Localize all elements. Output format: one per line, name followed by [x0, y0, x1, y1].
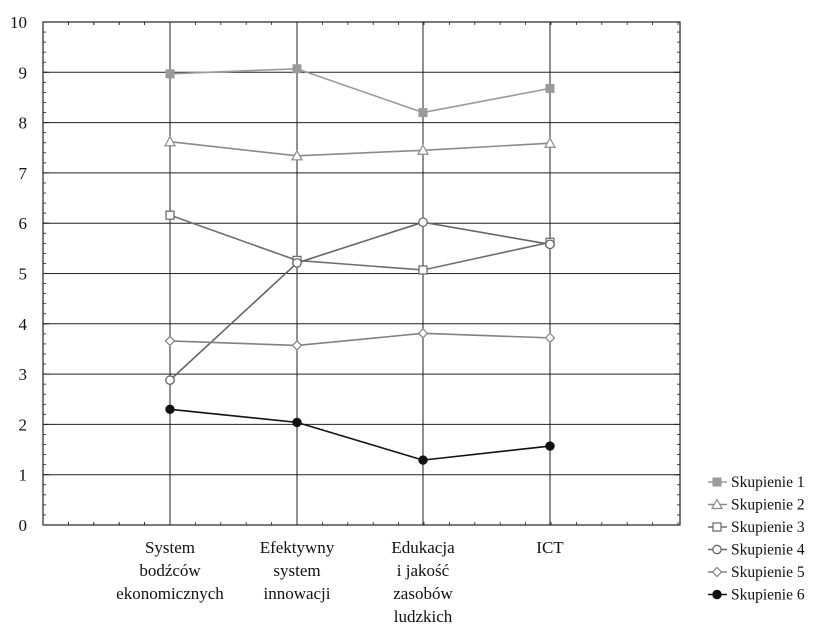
marker-triangle-open: [290, 149, 304, 161]
x-tick-label: System bodźców ekonomicznych: [116, 538, 224, 603]
y-axis-tick-labels: 0 1 2 3 4 5 6 7 8 9 10: [10, 13, 28, 535]
legend-label: Skupienie 4: [731, 542, 805, 559]
x-tick-label-line: i jakość: [397, 561, 450, 580]
legend-label: Skupienie 1: [731, 474, 805, 491]
x-tick-label-line: System: [145, 538, 195, 557]
y-tick-label: 0: [19, 516, 28, 535]
marker-square-filled: [545, 83, 555, 93]
x-tick-label-line: system: [273, 561, 320, 580]
series-2: [163, 135, 557, 161]
marker-triangle-open: [710, 498, 724, 510]
marker-diamond-open: [164, 335, 176, 347]
legend-label: Skupienie 3: [731, 519, 805, 536]
x-tick-label: Edukacja i jakość zasobów ludzkich: [391, 538, 455, 626]
marker-circle-open: [545, 239, 555, 250]
marker-square-open: [418, 265, 428, 275]
x-axis-tick-labels: System bodźców ekonomicznych Efektywny syste…: [116, 538, 564, 626]
marker-circle-open: [165, 375, 175, 385]
x-tick-label-line: bodźców: [139, 561, 201, 580]
series-1: [165, 64, 555, 118]
gridlines: [43, 22, 680, 525]
y-tick-label: 3: [19, 365, 28, 384]
series-line: [169, 408, 551, 461]
x-tick-label-line: ludzkich: [394, 607, 453, 626]
marker-circle-filled: [545, 441, 555, 451]
marker-circle-open: [292, 258, 302, 268]
marker-circle-filled: [292, 417, 302, 428]
marker-diamond-open: [544, 332, 556, 344]
series-line: [169, 140, 551, 157]
marker-square-filled: [165, 69, 175, 79]
marker-circle-filled: [165, 404, 175, 415]
marker-diamond-open: [417, 328, 429, 339]
marker-square-open: [165, 210, 175, 220]
series-4: [165, 217, 555, 385]
y-tick-label: 4: [19, 315, 28, 334]
marker-square-filled: [292, 64, 302, 74]
x-tick-label: ICT: [536, 538, 564, 557]
x-tick-label-line: Efektywny: [260, 538, 335, 557]
legend-item: Skupienie 3: [708, 519, 805, 536]
marker-circle-open: [712, 544, 722, 555]
legend-item: Skupienie 6: [708, 587, 805, 604]
y-tick-label: 2: [19, 415, 28, 434]
y-tick-label: 8: [19, 114, 28, 133]
y-tick-label: 10: [10, 13, 27, 32]
y-tick-label: 1: [19, 466, 28, 485]
marker-circle-filled: [712, 589, 722, 600]
marker-triangle-open: [416, 144, 430, 155]
legend-label: Skupienie 2: [731, 497, 805, 514]
marker-circle-open: [418, 217, 428, 228]
x-tick-label: Efektywny system innowacji: [260, 538, 335, 603]
marker-square-filled: [712, 477, 722, 487]
marker-circle-filled: [418, 455, 428, 465]
series-line: [169, 67, 551, 114]
y-tick-label: 9: [19, 63, 28, 82]
legend-item: Skupienie 2: [708, 497, 805, 514]
y-tick-label: 5: [19, 265, 28, 284]
legend-item: Skupienie 4: [708, 542, 805, 559]
marker-diamond-open: [291, 340, 303, 351]
legend-item: Skupienie 5: [708, 564, 805, 581]
x-tick-label-line: zasobów: [393, 584, 453, 603]
marker-square-filled: [418, 108, 428, 118]
x-tick-label-line: innowacji: [263, 584, 330, 603]
data-series: [163, 64, 557, 465]
x-tick-label-line: Edukacja: [391, 538, 455, 557]
marker-triangle-open: [163, 135, 177, 147]
legend: Skupienie 1 Skupienie 2 Skupienie 3 Skupien…: [708, 474, 805, 604]
series-line: [169, 332, 551, 347]
marker-triangle-open: [543, 136, 557, 148]
axis-ticks: [43, 21, 680, 526]
series-5: [164, 328, 556, 351]
y-tick-label: 7: [19, 164, 28, 183]
legend-label: Skupienie 5: [731, 564, 805, 581]
x-tick-label-line: ekonomicznych: [116, 584, 224, 603]
series-line: [169, 214, 551, 271]
legend-label: Skupienie 6: [731, 587, 805, 604]
y-tick-label: 6: [19, 214, 28, 233]
legend-item: Skupienie 1: [708, 474, 805, 491]
series-line: [169, 221, 551, 381]
marker-diamond-open: [711, 566, 723, 578]
series-6: [165, 404, 555, 465]
marker-square-open: [712, 522, 722, 532]
x-tick-label-line: ICT: [536, 538, 564, 557]
